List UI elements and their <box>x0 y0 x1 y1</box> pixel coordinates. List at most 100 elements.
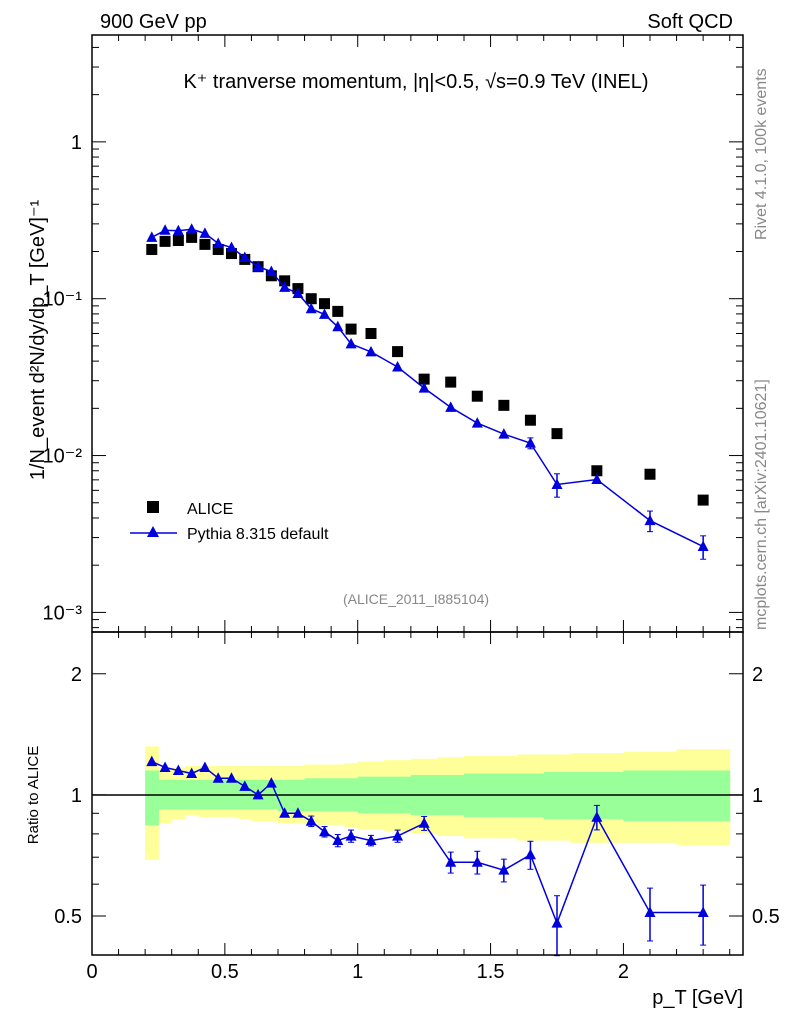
ratio-tick-label-right: 0.5 <box>752 906 780 928</box>
reference-label: (ALICE_2011_I885104) <box>343 591 489 607</box>
x-tick-label: 1.5 <box>477 961 505 983</box>
legend-alice-marker <box>147 501 159 513</box>
alice-point <box>146 243 158 255</box>
pythia-point <box>591 473 603 485</box>
pythia-ratio-point <box>252 788 264 800</box>
pythia-ratio-point <box>159 761 171 772</box>
alice-point <box>524 414 536 426</box>
pythia-point <box>159 224 171 235</box>
pythia-point <box>172 224 184 236</box>
pythia-ratio-point <box>392 830 404 841</box>
pythia-point <box>212 237 224 248</box>
pythia-point <box>279 281 291 292</box>
pythia-ratio-point <box>319 825 330 837</box>
legend-pythia-marker <box>147 526 159 537</box>
alice-point <box>305 293 317 305</box>
pythia-point <box>697 540 709 552</box>
ratio-tick-label-right: 2 <box>752 664 763 686</box>
alice-point <box>365 328 377 339</box>
alice-point <box>498 399 510 411</box>
alice-point <box>212 243 224 255</box>
pythia-ratio-point <box>212 772 224 783</box>
legend: ALICE Pythia 8.315 default <box>130 501 329 543</box>
pythia-ratio-point <box>265 777 277 788</box>
header-right: Soft QCD <box>647 11 733 33</box>
pythia-point <box>524 437 536 448</box>
x-tick-label: 0 <box>86 961 97 983</box>
legend-pythia-label: Pythia 8.315 default <box>187 526 329 543</box>
pythia-point <box>392 360 404 372</box>
pythia-ratio-point <box>292 807 304 818</box>
ratio-tick-label: 1 <box>71 785 82 807</box>
pythia-point <box>265 265 277 277</box>
pythia-point <box>644 514 656 526</box>
pythia-point <box>186 223 198 234</box>
header-left: 900 GeV pp <box>100 11 207 33</box>
pythia-point <box>319 308 330 319</box>
pythia-point <box>226 241 237 253</box>
pythia-ratio-point <box>305 815 317 826</box>
uncertainty-band-inner <box>145 770 159 826</box>
pythia-ratio-point <box>418 817 430 828</box>
pythia-ratio-point <box>697 906 709 918</box>
y-tick-label: 10⁻³ <box>43 602 83 624</box>
pythia-point <box>418 382 430 393</box>
pythia-point <box>305 302 317 314</box>
pythia-ratio-point <box>172 764 184 775</box>
x-tick-label: 1 <box>352 961 363 983</box>
alice-point <box>279 275 291 287</box>
alice-point <box>332 305 344 317</box>
y-tick-label: 10⁻² <box>43 446 83 468</box>
pythia-ratio-point <box>279 807 291 818</box>
pythia-point <box>332 320 344 332</box>
ratio-tick-label-right: 1 <box>752 785 763 807</box>
alice-point <box>159 235 171 247</box>
alice-point <box>418 373 430 385</box>
pythia-ratio-point <box>365 834 377 846</box>
pythia-ratio-point <box>186 767 198 779</box>
uncertainty-band-inner <box>676 770 731 822</box>
pythia-point <box>292 287 304 298</box>
pythia-point <box>445 401 457 412</box>
pythia-ratio-point <box>146 755 158 767</box>
alice-point <box>319 298 330 310</box>
pythia-point <box>498 428 510 439</box>
alice-point <box>186 231 198 243</box>
alice-point <box>226 248 237 260</box>
alice-point <box>392 346 404 358</box>
pythia-ratio-point <box>524 848 536 860</box>
pythia-point <box>345 337 357 349</box>
pythia-ratio-point <box>345 830 357 841</box>
legend-alice-label: ALICE <box>187 501 233 518</box>
side-text-top: Rivet 4.1.0, 100k events <box>753 68 770 240</box>
alice-point <box>591 465 603 477</box>
alice-point <box>697 494 709 506</box>
pythia-ratio-point <box>644 906 656 918</box>
pythia-ratio-point <box>445 856 457 867</box>
pythia-ratio-point <box>199 761 211 772</box>
ratio-frame <box>91 631 744 956</box>
alice-point <box>551 428 563 440</box>
pythia-point <box>471 417 483 428</box>
ratio-tick-label: 0.5 <box>54 906 82 928</box>
alice-point <box>172 235 184 247</box>
pythia-point <box>199 227 211 238</box>
alice-point <box>199 238 211 250</box>
alice-point <box>345 323 357 335</box>
x-tick-label: 2 <box>618 961 629 983</box>
pythia-ratio-point <box>498 864 510 875</box>
x-tick-label: 0.5 <box>211 961 239 983</box>
uncertainty-band-inner <box>623 770 678 822</box>
pythia-ratio-point <box>591 811 603 822</box>
pythia-ratio-point <box>239 780 251 791</box>
pythia-point <box>146 231 158 242</box>
pythia-point <box>551 478 563 489</box>
pythia-ratio-point <box>226 772 237 783</box>
pythia-point <box>252 260 264 272</box>
ratio-tick-label: 2 <box>71 664 82 686</box>
pythia-point <box>239 251 251 263</box>
pythia-line <box>151 228 704 548</box>
pythia-ratio-point <box>332 834 344 846</box>
y-tick-label: 10⁻¹ <box>43 289 83 311</box>
